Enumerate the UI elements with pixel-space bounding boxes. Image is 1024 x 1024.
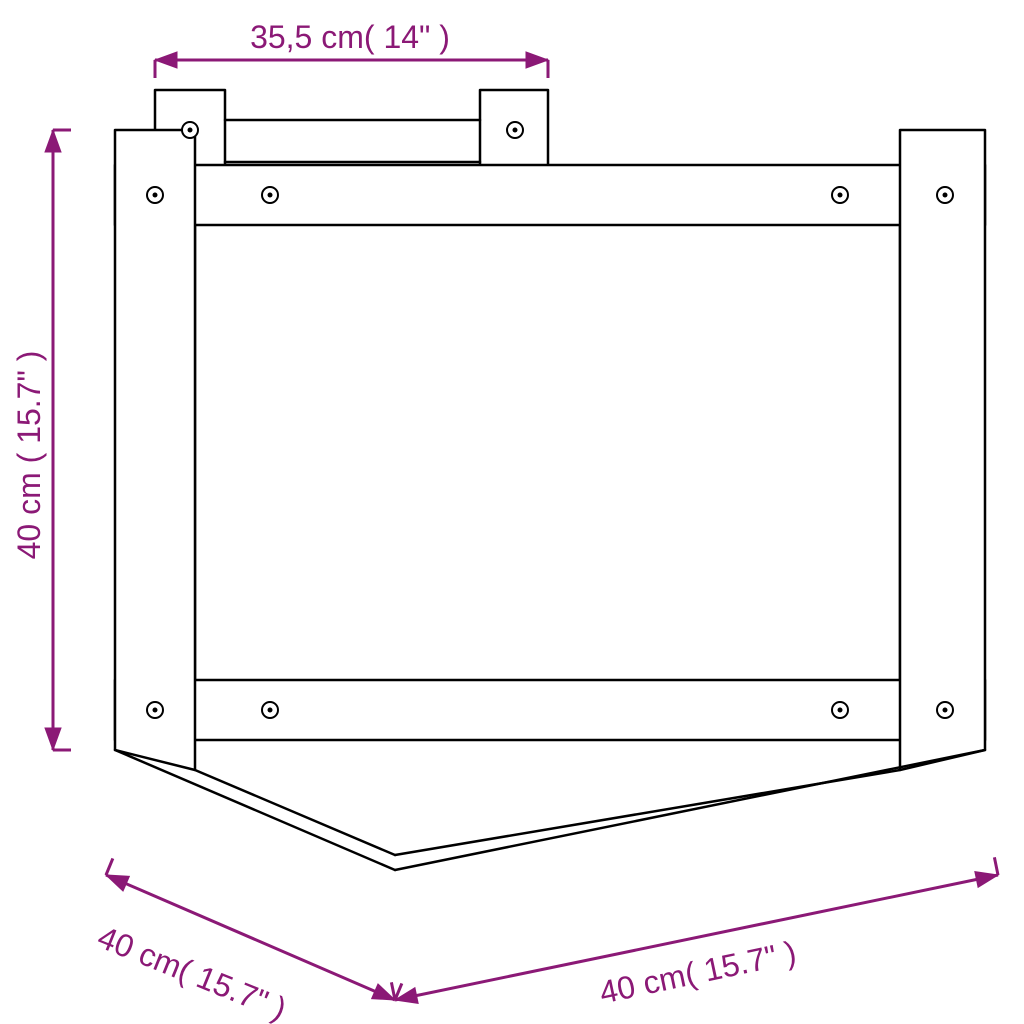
dim-label-left: 40 cm ( 15.7" ) — [11, 351, 47, 560]
dim-top — [155, 52, 548, 78]
planter-box — [115, 90, 985, 870]
dim-label-bRight: 40 cm( 15.7" ) — [596, 934, 799, 1011]
dim-label-top: 35,5 cm( 14" ) — [250, 19, 450, 55]
dim-label-bLeft: 40 cm( 15.7" ) — [93, 919, 292, 1024]
dim-left — [45, 130, 71, 750]
